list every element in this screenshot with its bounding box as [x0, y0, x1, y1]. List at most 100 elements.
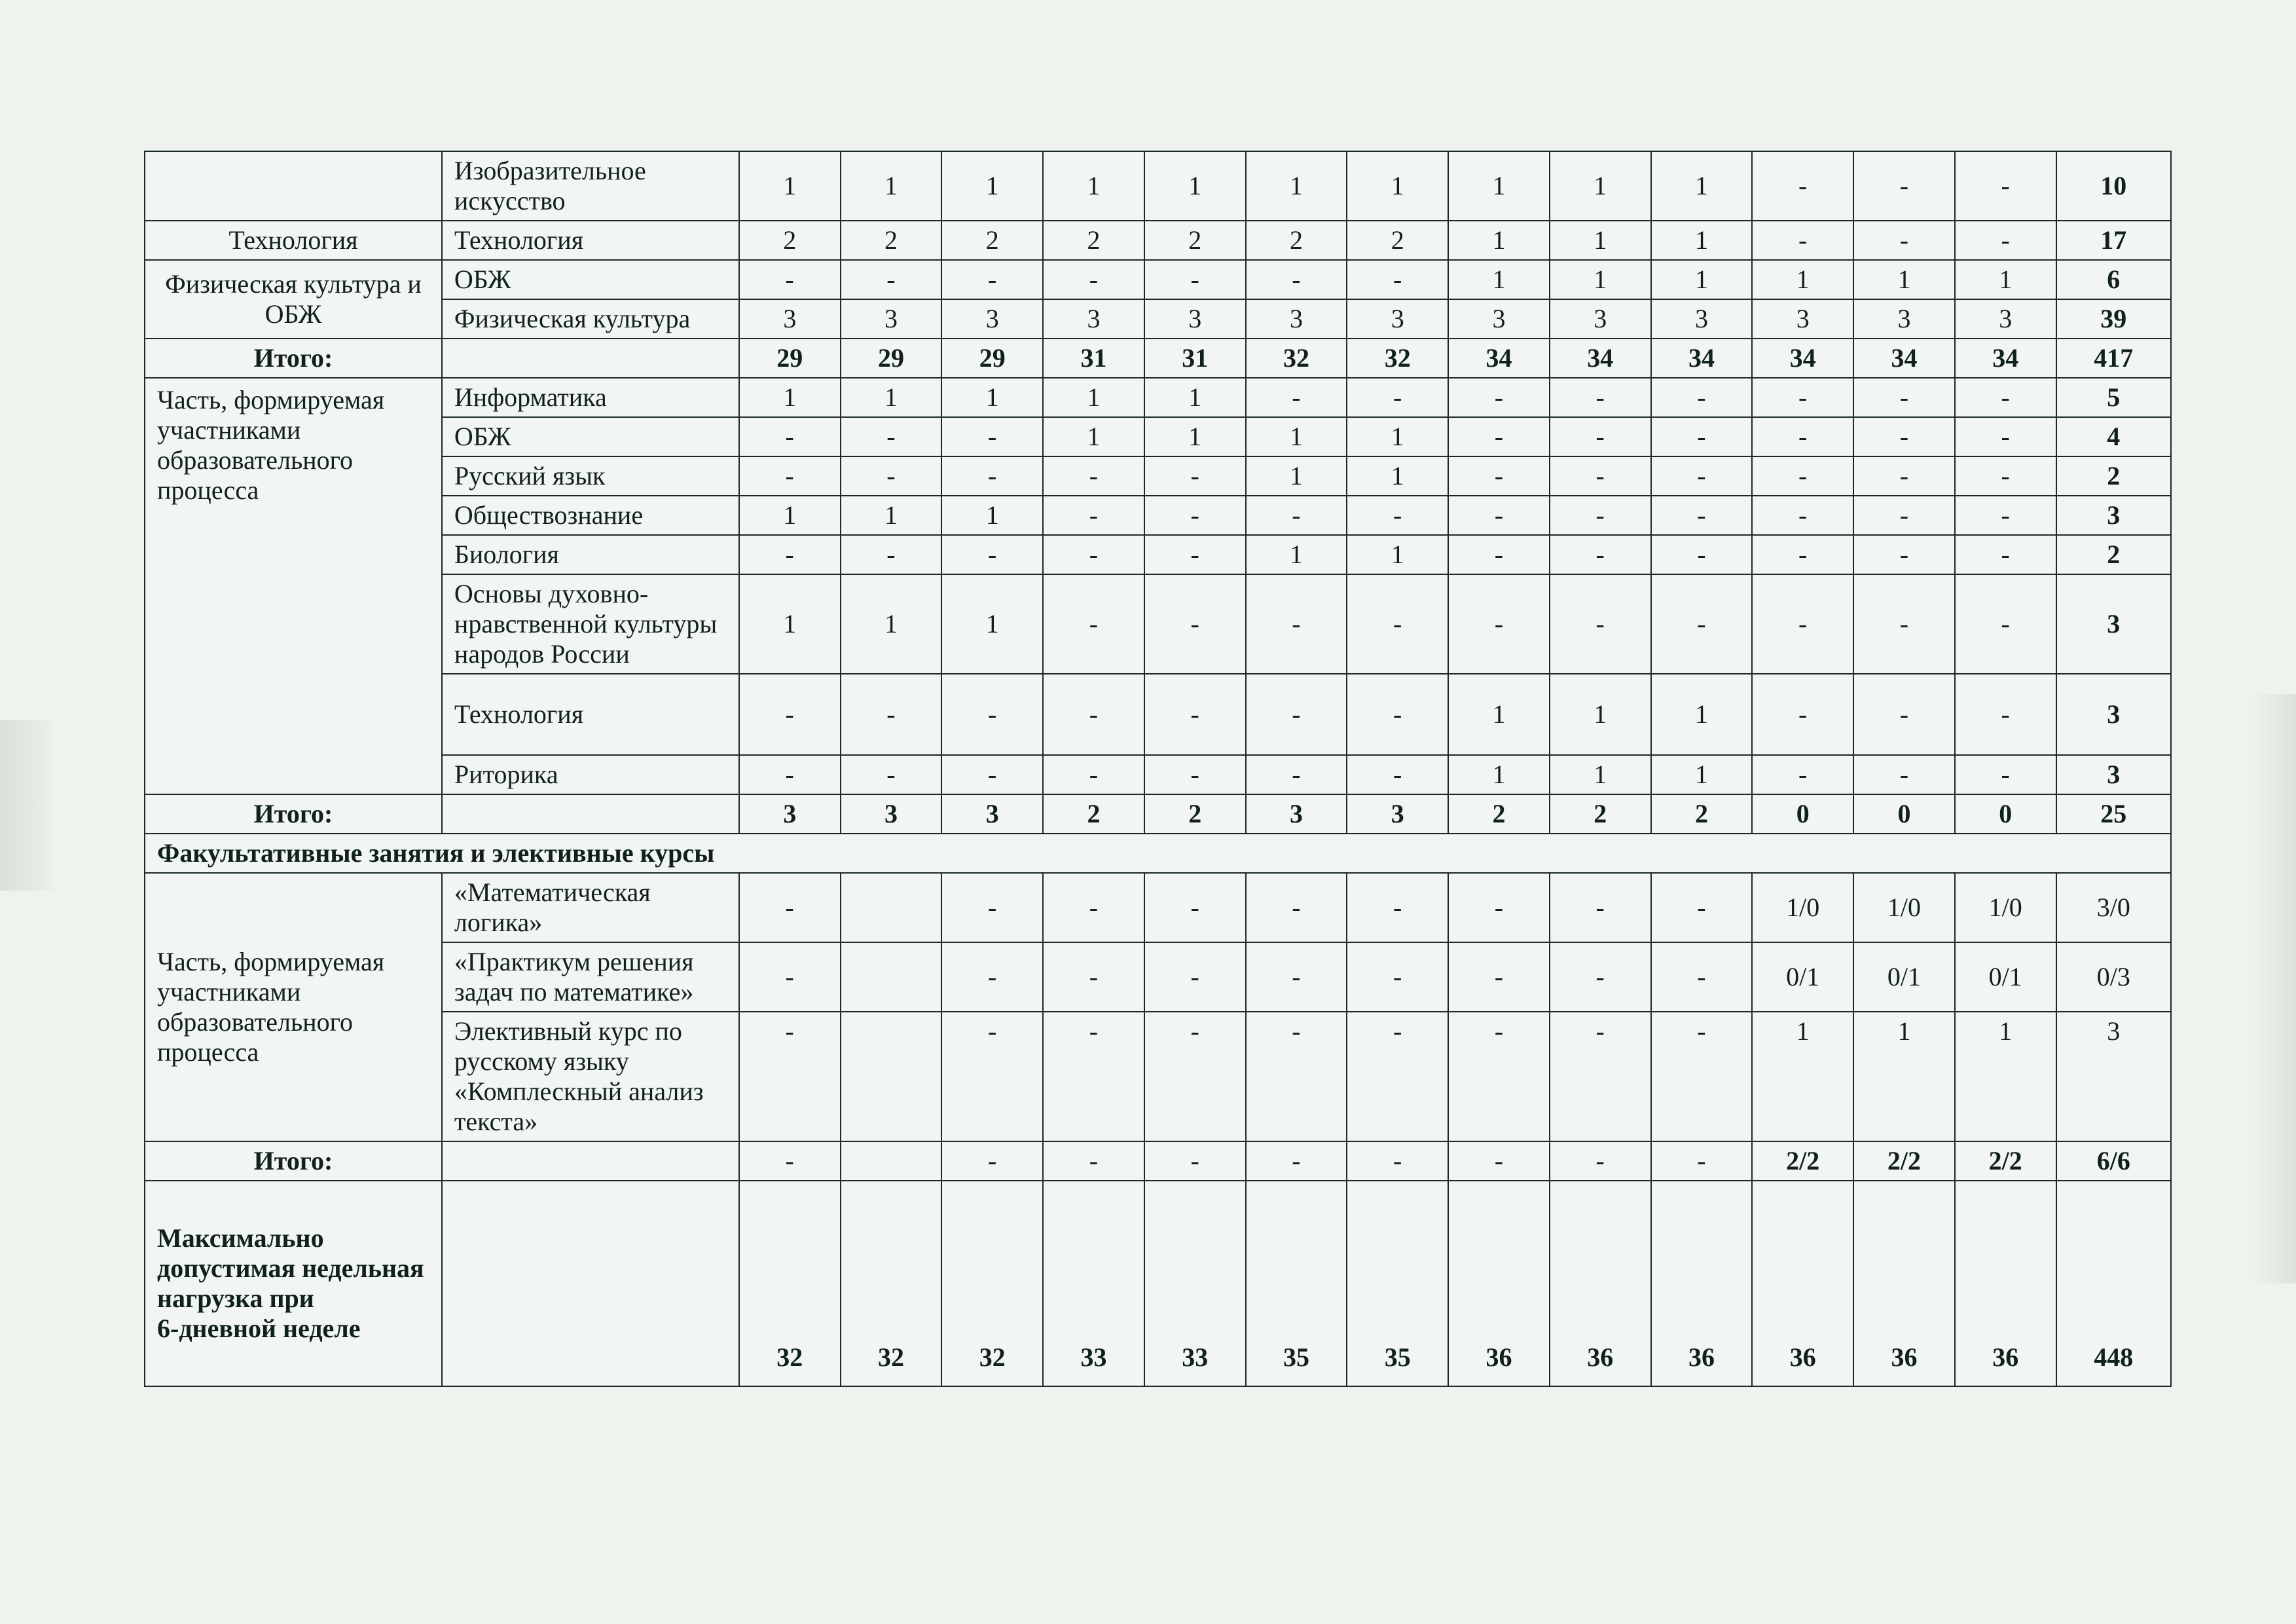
data-cell: 2	[1651, 794, 1753, 834]
subject-cell: Основы духовно-нравственной культуры нар…	[442, 574, 739, 674]
page: Изобразительное искусство 1 1 1 1 1 1 1 …	[0, 0, 2296, 1624]
data-cell: 1	[1550, 221, 1651, 260]
data-cell: -	[1955, 674, 2056, 755]
data-cell: 3	[1347, 299, 1448, 339]
max-load-label: Максимально допустимая недельная нагрузк…	[145, 1181, 442, 1386]
data-cell: 3	[1651, 299, 1753, 339]
data-cell: -	[1853, 417, 1955, 456]
subject-cell: Русский язык	[442, 456, 739, 496]
total-cell: 3	[2056, 755, 2171, 794]
data-cell: -	[1853, 496, 1955, 535]
data-cell: -	[1955, 456, 2056, 496]
data-cell: 2	[1144, 221, 1246, 260]
data-cell: -	[1550, 942, 1651, 1012]
table-row: Риторика -------111--- 3	[145, 755, 2171, 794]
data-cell: -	[1144, 456, 1246, 496]
table-row: Технология Технология 2 2 2 2 2 2 2 1 1 …	[145, 221, 2171, 260]
table-row: Технология -------111--- 3	[145, 674, 2171, 755]
data-cell: -	[1853, 674, 1955, 755]
data-cell: -	[1651, 1012, 1753, 1141]
data-cell: 36	[1752, 1181, 1853, 1386]
data-cell: 2/2	[1853, 1141, 1955, 1181]
data-cell: 3	[941, 299, 1043, 339]
data-cell: -	[1246, 873, 1347, 942]
table-row: Основы духовно-нравственной культуры нар…	[145, 574, 2171, 674]
data-cell: -	[1651, 378, 1753, 417]
data-cell: -	[1752, 221, 1853, 260]
data-cell: 2	[1550, 794, 1651, 834]
data-cell: 1	[1246, 456, 1347, 496]
data-cell: -	[1550, 1141, 1651, 1181]
data-cell: 3	[739, 299, 841, 339]
subject-cell: Технология	[442, 674, 739, 755]
data-cell: -	[1144, 496, 1246, 535]
data-cell: 3	[941, 794, 1043, 834]
data-cell: -	[1144, 755, 1246, 794]
table-row: Изобразительное искусство 1 1 1 1 1 1 1 …	[145, 151, 2171, 221]
data-cell: -	[941, 1012, 1043, 1141]
data-cell: 1	[1043, 378, 1144, 417]
total-cell: 5	[2056, 378, 2171, 417]
total-cell: 3/0	[2056, 873, 2171, 942]
data-cell: -	[1651, 535, 1753, 574]
data-cell: 29	[841, 339, 942, 378]
data-cell: 3	[739, 794, 841, 834]
data-cell: 35	[1347, 1181, 1448, 1386]
data-cell: -	[1752, 378, 1853, 417]
data-cell: -	[1955, 151, 2056, 221]
data-cell: 1	[1043, 417, 1144, 456]
data-cell: -	[1347, 574, 1448, 674]
data-cell: -	[1043, 755, 1144, 794]
data-cell: -	[1246, 755, 1347, 794]
data-cell: -	[1752, 151, 1853, 221]
subject-cell	[442, 339, 739, 378]
total-cell: 3	[2056, 674, 2171, 755]
data-cell: 1	[841, 574, 942, 674]
data-cell: -	[1550, 1012, 1651, 1141]
data-cell: -	[1246, 942, 1347, 1012]
data-cell: 36	[1955, 1181, 2056, 1386]
data-cell: 1	[1246, 417, 1347, 456]
data-cell: -	[1144, 942, 1246, 1012]
data-cell: -	[1448, 456, 1550, 496]
data-cell: -	[1955, 221, 2056, 260]
data-cell: 29	[941, 339, 1043, 378]
data-cell: 1	[1651, 151, 1753, 221]
data-cell: 2	[1043, 794, 1144, 834]
data-cell: 1	[1347, 417, 1448, 456]
data-cell: 36	[1448, 1181, 1550, 1386]
data-cell: -	[1853, 378, 1955, 417]
data-cell: 34	[1550, 339, 1651, 378]
data-cell: -	[1448, 574, 1550, 674]
data-cell: -	[1347, 755, 1448, 794]
data-cell: 3	[1246, 299, 1347, 339]
data-cell: -	[841, 674, 942, 755]
data-cell: 1	[1448, 755, 1550, 794]
data-cell: 3	[1752, 299, 1853, 339]
table-row: Обществознание 111---------- 3	[145, 496, 2171, 535]
data-cell: -	[1550, 496, 1651, 535]
data-cell: 2/2	[1955, 1141, 2056, 1181]
data-cell: -	[1043, 942, 1144, 1012]
data-cell: 1	[1550, 151, 1651, 221]
subject-cell: «Математическая логика»	[442, 873, 739, 942]
total-cell: 2	[2056, 535, 2171, 574]
data-cell: -	[1043, 456, 1144, 496]
data-cell: -	[1448, 378, 1550, 417]
data-cell: -	[1043, 496, 1144, 535]
data-cell: 29	[739, 339, 841, 378]
data-cell: -	[1246, 674, 1347, 755]
data-cell: 3	[1550, 299, 1651, 339]
data-cell: 2	[841, 221, 942, 260]
group-label: Технология	[145, 221, 442, 260]
data-cell: 2	[1347, 221, 1448, 260]
data-cell: 1	[1246, 151, 1347, 221]
total-cell: 417	[2056, 339, 2171, 378]
data-cell	[841, 873, 942, 942]
data-cell: 3	[841, 299, 942, 339]
data-cell: -	[1651, 942, 1753, 1012]
data-cell: -	[1853, 456, 1955, 496]
data-cell: 0	[1955, 794, 2056, 834]
totals-label: Итого:	[145, 1141, 442, 1181]
data-cell: 32	[841, 1181, 942, 1386]
